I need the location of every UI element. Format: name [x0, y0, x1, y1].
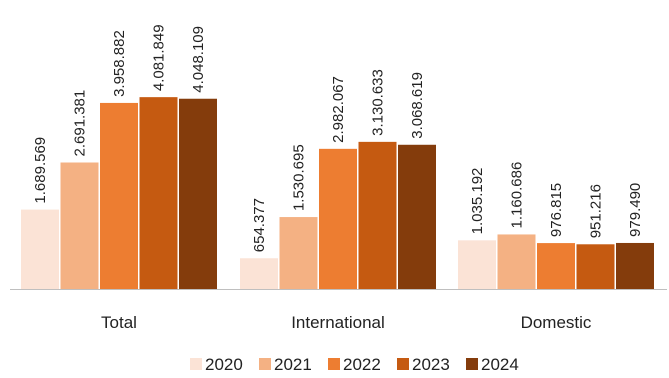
value-label-domestic-2022: 976.815	[548, 183, 565, 237]
category-labels-group: Total International Domestic	[101, 313, 592, 332]
bar-international-2024	[398, 144, 436, 289]
bar-total-2023	[139, 97, 178, 289]
bar-domestic-2020	[458, 240, 496, 289]
value-label-international-2023: 3.130.633	[370, 69, 387, 136]
value-label-total-2021: 2.691.381	[72, 90, 89, 157]
bar-international-2020	[240, 258, 278, 289]
bar-total-2024	[179, 98, 217, 289]
category-label-international: International	[291, 313, 385, 332]
legend-swatch-2022	[328, 358, 340, 370]
value-label-international-2021: 1.530.695	[291, 144, 308, 211]
bar-total-2022	[100, 102, 138, 289]
category-label-domestic: Domestic	[521, 313, 592, 332]
value-label-total-2023: 4.081.849	[151, 24, 168, 91]
value-label-international-2020: 654.377	[251, 198, 268, 252]
bar-domestic-2024	[616, 242, 654, 289]
bar-international-2022	[319, 148, 357, 289]
value-label-domestic-2024: 979.490	[627, 183, 644, 237]
value-label-domestic-2023: 951.216	[588, 184, 605, 238]
bar-international-2021	[279, 217, 318, 289]
bar-international-2023	[358, 141, 397, 289]
value-label-international-2022: 2.982.067	[330, 76, 347, 143]
legend: 2020 2021 2022 2023 2024	[190, 355, 519, 374]
legend-swatch-2021	[259, 358, 271, 370]
bar-domestic-2022	[537, 243, 575, 289]
legend-label-2024: 2024	[481, 355, 519, 374]
bar-domestic-2021	[497, 234, 536, 289]
legend-label-2020: 2020	[205, 355, 243, 374]
legend-label-2023: 2023	[412, 355, 450, 374]
bars-group	[21, 97, 654, 289]
legend-label-2022: 2022	[343, 355, 381, 374]
bar-domestic-2023	[576, 244, 615, 289]
category-label-total: Total	[101, 313, 137, 332]
value-label-domestic-2020: 1.035.192	[469, 168, 486, 235]
value-label-total-2024: 4.048.109	[190, 26, 207, 93]
bar-total-2020	[21, 209, 59, 289]
legend-swatch-2020	[190, 358, 202, 370]
bar-total-2021	[60, 162, 99, 289]
value-label-international-2024: 3.068.619	[409, 72, 426, 139]
value-label-domestic-2021: 1.160.686	[509, 162, 526, 229]
value-label-total-2020: 1.689.569	[32, 137, 49, 204]
value-labels-group: 1.689.569 2.691.381 3.958.882 4.081.849 4.04…	[32, 24, 644, 252]
legend-swatch-2023	[397, 358, 409, 370]
value-label-total-2022: 3.958.882	[111, 30, 128, 97]
legend-label-2021: 2021	[274, 355, 312, 374]
legend-swatch-2024	[466, 358, 478, 370]
